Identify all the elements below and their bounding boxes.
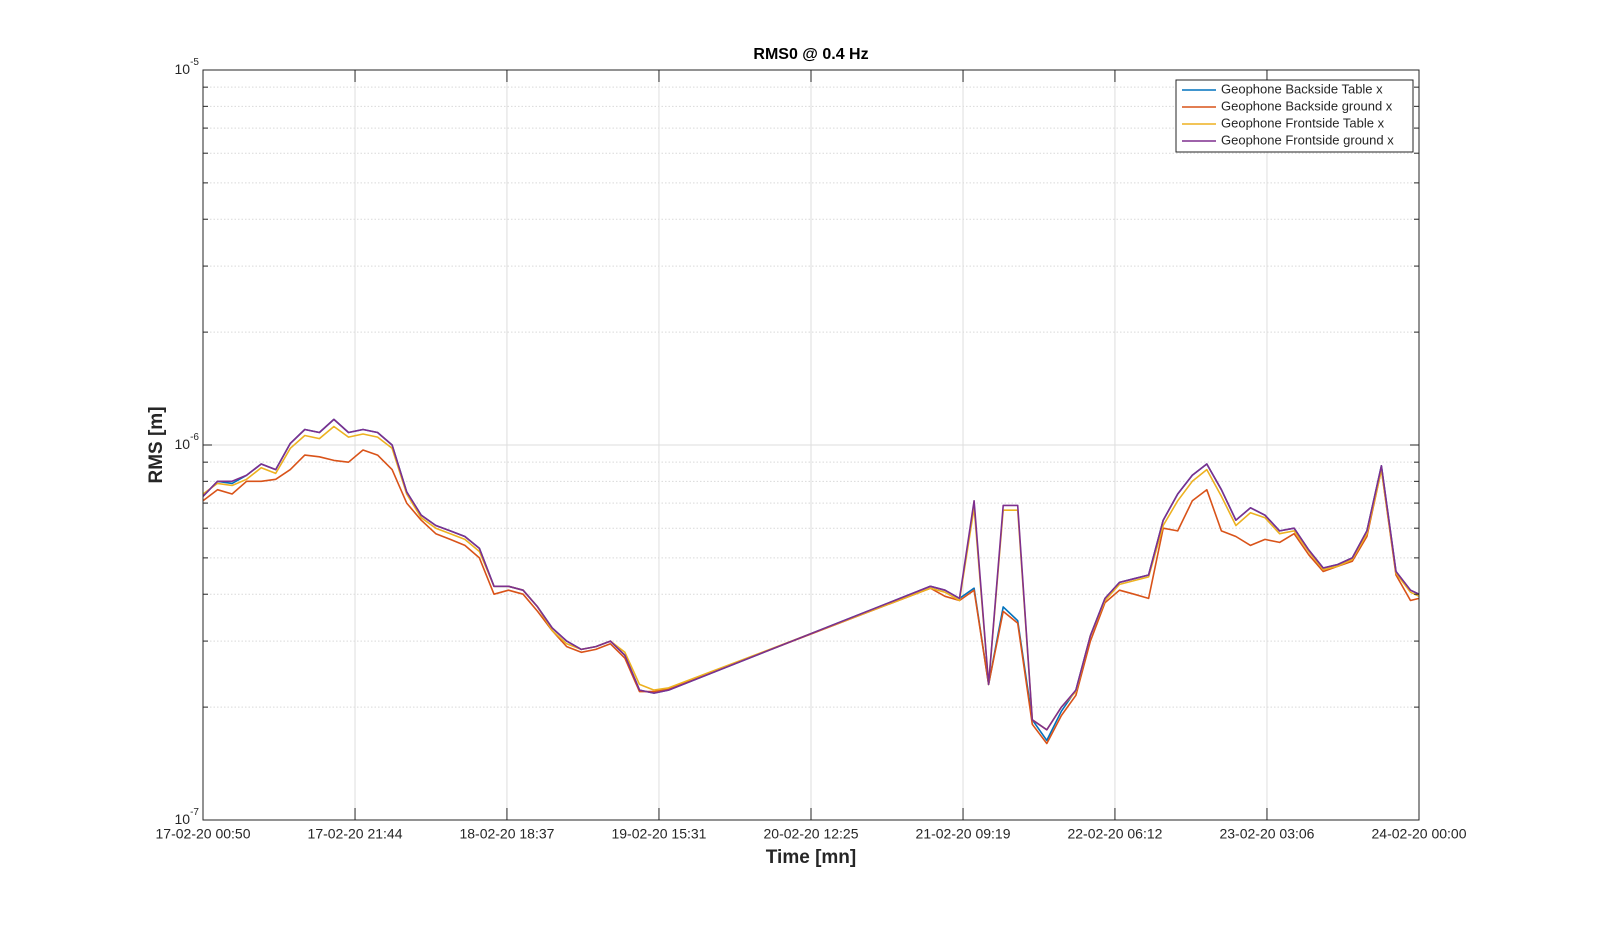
legend-label: Geophone Backside Table x — [1221, 81, 1383, 96]
x-tick-label: 23-02-20 03:06 — [1219, 826, 1314, 842]
legend-label: Geophone Frontside ground x — [1221, 132, 1394, 147]
x-tick-label: 19-02-20 15:31 — [611, 826, 706, 842]
x-tick-label: 21-02-20 09:19 — [916, 826, 1011, 842]
y-tick-label: 10-7 — [175, 807, 200, 827]
series-line — [202, 418, 1420, 731]
chart-title: RMS0 @ 0.4 Hz — [753, 46, 868, 63]
ticks: 10-7 10-6 10-5 17-02-20 00:50 17-02-20 21:44… — [156, 57, 1467, 842]
grid — [202, 69, 1420, 821]
x-tick-label: 17-02-20 21:44 — [308, 826, 403, 842]
y-tick-label: 10-5 — [175, 57, 200, 77]
legend: Geophone Backside Table x Geophone Backsi… — [1175, 79, 1414, 153]
legend-label: Geophone Backside ground x — [1221, 98, 1393, 113]
y-axis-label: RMS [m] — [146, 406, 167, 483]
series-line — [202, 449, 1420, 745]
x-tick-label: 18-02-20 18:37 — [459, 826, 554, 842]
series-line — [202, 425, 1420, 731]
y-tick-label: 10-6 — [175, 432, 200, 452]
x-tick-label: 20-02-20 12:25 — [764, 826, 859, 842]
lines — [202, 418, 1420, 745]
legend-box — [1175, 79, 1414, 153]
legend-label: Geophone Frontside Table x — [1221, 115, 1385, 130]
x-axis-label: Time [mn] — [766, 847, 856, 868]
x-tick-label: 22-02-20 06:12 — [1067, 826, 1162, 842]
x-tick-label: 24-02-20 00:00 — [1372, 826, 1467, 842]
x-tick-label: 17-02-20 00:50 — [156, 826, 251, 842]
